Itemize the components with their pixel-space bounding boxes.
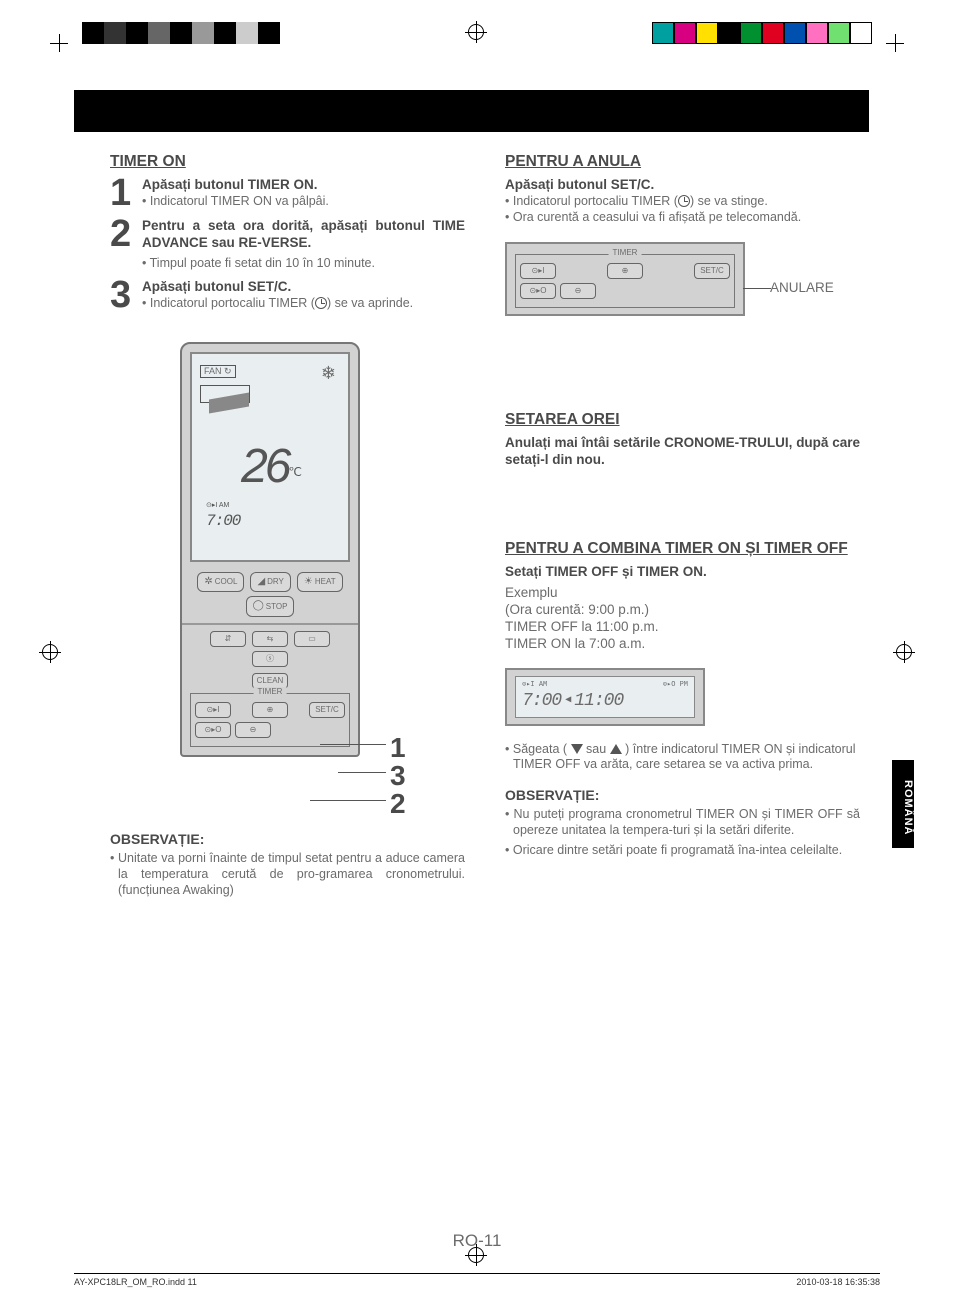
droplet-icon: ◢ xyxy=(257,576,265,589)
combine-instruction: Setați TIMER OFF și TIMER ON. xyxy=(505,564,860,581)
step-1-title: Apăsați butonul TIMER ON. xyxy=(142,177,465,194)
combine-line-2: TIMER OFF la 11:00 p.m. xyxy=(505,619,860,636)
lcd-timer-value: ⊙▸I AM 7:00 xyxy=(200,499,340,532)
note-heading-right: OBSERVAȚIE: xyxy=(505,787,860,805)
footer-timestamp: 2010-03-18 16:35:38 xyxy=(796,1277,880,1287)
note-right-bullet-2: Oricare dintre setări poate fi programat… xyxy=(505,843,860,859)
flap-icon xyxy=(200,385,250,403)
combine-line-1: (Ora curentă: 9:00 p.m.) xyxy=(505,602,860,619)
panel-setc-button: SET/C xyxy=(694,263,730,279)
heading-cancel: PENTRU A ANULA xyxy=(505,152,860,171)
remote-timer-section: TIMER ⊙▸I ⊕ SET/C ⊙▸O ⊖ xyxy=(190,693,350,747)
step-2: 2 Pentru a seta ora dorită, apăsați buto… xyxy=(110,218,465,271)
panel-time-reverse-button: ⊖ xyxy=(560,283,596,299)
step-3-bullet: Indicatorul portocaliu TIMER () se va ap… xyxy=(142,296,465,312)
snowflake-icon: ✲ xyxy=(204,576,212,589)
step-1: 1 Apăsați butonul TIMER ON. Indicatorul … xyxy=(110,177,465,210)
crop-mark xyxy=(886,34,904,52)
remote-time-reverse-button: ⊖ xyxy=(235,722,271,738)
cancel-bullet-2: Ora curentă a ceasului va fi afișată pe … xyxy=(505,210,860,226)
heading-timer-on: TIMER ON xyxy=(110,152,465,171)
remote-swing-v-button: ⇵ xyxy=(210,631,246,647)
remote-time-advance-button: ⊕ xyxy=(252,702,288,718)
step-number: 1 xyxy=(110,177,136,210)
arrow-explanation-bullet: Săgeata ( sau ) între indicatorul TIMER … xyxy=(505,742,860,773)
remote-aux-button: ⓢ xyxy=(252,651,288,667)
panel-time-advance-button: ⊕ xyxy=(607,263,643,279)
panel-timer-off-button: ⊙▸O xyxy=(520,283,556,299)
triangle-left-icon: ◀ xyxy=(565,695,570,708)
step-3: 3 Apăsați butonul SET/C. Indicatorul por… xyxy=(110,279,465,312)
lcd-fan-label: FAN ↻ xyxy=(200,365,236,378)
footer-filename: AY-XPC18LR_OM_RO.indd 11 xyxy=(74,1277,197,1287)
step-2-bullet: Timpul poate fi setat din 10 în 10 minut… xyxy=(142,256,465,272)
clock-icon xyxy=(315,297,327,309)
combined-timer-display: ⊙▸I AM⊙▸O PM 7:00 ◀ 11:00 xyxy=(505,668,705,725)
step-number: 2 xyxy=(110,218,136,271)
step-1-bullet: Indicatorul TIMER ON va pâlpâi. xyxy=(142,194,465,210)
snowflake-icon: ❄ xyxy=(321,362,336,385)
remote-cool-button: ✲COOL xyxy=(197,572,244,593)
anulare-callout: ANULARE xyxy=(770,280,834,297)
remote-heat-button: ☀HEAT xyxy=(297,572,343,593)
timer-section-label: TIMER xyxy=(609,248,642,258)
grayscale-calibration-strip xyxy=(82,22,302,44)
set-hour-text: Anulați mai întâi setările CRONOME-TRULU… xyxy=(505,435,860,469)
cancel-instruction: Apăsați butonul SET/C. xyxy=(505,177,860,194)
step-3-title: Apăsați butonul SET/C. xyxy=(142,279,465,296)
remote-setc-button: SET/C xyxy=(309,702,345,718)
sun-icon: ☀ xyxy=(304,576,313,589)
remote-timer-off-button: ⊙▸O xyxy=(195,722,231,738)
clock-icon xyxy=(678,195,690,207)
panel-timer-on-button: ⊙▸I xyxy=(520,263,556,279)
remote-stop-button: ◯STOP xyxy=(246,596,295,617)
arrow-up-icon xyxy=(610,744,622,754)
timer-section-label: TIMER xyxy=(254,687,287,697)
heading-set-hour: SETAREA OREI xyxy=(505,410,860,429)
heading-combine: PENTRU A COMBINA TIMER ON ȘI TIMER OFF xyxy=(505,539,860,558)
remote-display-button: ▭ xyxy=(294,631,330,647)
combine-example-label: Exemplu xyxy=(505,585,860,602)
crop-mark xyxy=(50,34,68,52)
registration-mark-icon xyxy=(468,24,484,40)
combine-line-3: TIMER ON la 7:00 a.m. xyxy=(505,636,860,653)
arrow-down-icon xyxy=(571,744,583,754)
page-number: RO-11 xyxy=(0,1231,954,1251)
callout-2: 2 xyxy=(390,786,406,821)
registration-mark-icon xyxy=(42,644,58,660)
registration-mark-icon xyxy=(896,644,912,660)
color-calibration-strip xyxy=(652,22,872,44)
lcd-temperature: 26℃ xyxy=(200,437,340,497)
remote-dry-button: ◢DRY xyxy=(250,572,290,593)
cancel-bullet-1: Indicatorul portocaliu TIMER () se va st… xyxy=(505,194,860,210)
timer-panel-illustration: TIMER ⊙▸I ⊕ SET/C ⊙▸O ⊖ xyxy=(505,242,745,316)
remote-illustration: FAN ↻ ❄ 26℃ ⊙▸I AM 7:00 ✲COOL ◢DRY ☀HEAT xyxy=(180,342,440,757)
header-black-bar xyxy=(74,90,869,132)
language-tab: ROMÂNĂ xyxy=(892,760,914,848)
footer-metadata: AY-XPC18LR_OM_RO.indd 11 2010-03-18 16:3… xyxy=(74,1273,880,1287)
step-2-title: Pentru a seta ora dorită, apăsați butonu… xyxy=(142,218,465,252)
remote-timer-on-button: ⊙▸I xyxy=(195,702,231,718)
note-bullet-left: Unitate va porni înainte de timpul setat… xyxy=(110,851,465,898)
step-number: 3 xyxy=(110,279,136,312)
note-right-bullet-1: Nu puteți programa cronometrul TIMER ON … xyxy=(505,807,860,838)
note-heading-left: OBSERVAȚIE: xyxy=(110,831,465,849)
remote-lcd: FAN ↻ ❄ 26℃ ⊙▸I AM 7:00 xyxy=(190,352,350,562)
stop-icon: ◯ xyxy=(253,600,264,613)
remote-swing-h-button: ⇆ xyxy=(252,631,288,647)
